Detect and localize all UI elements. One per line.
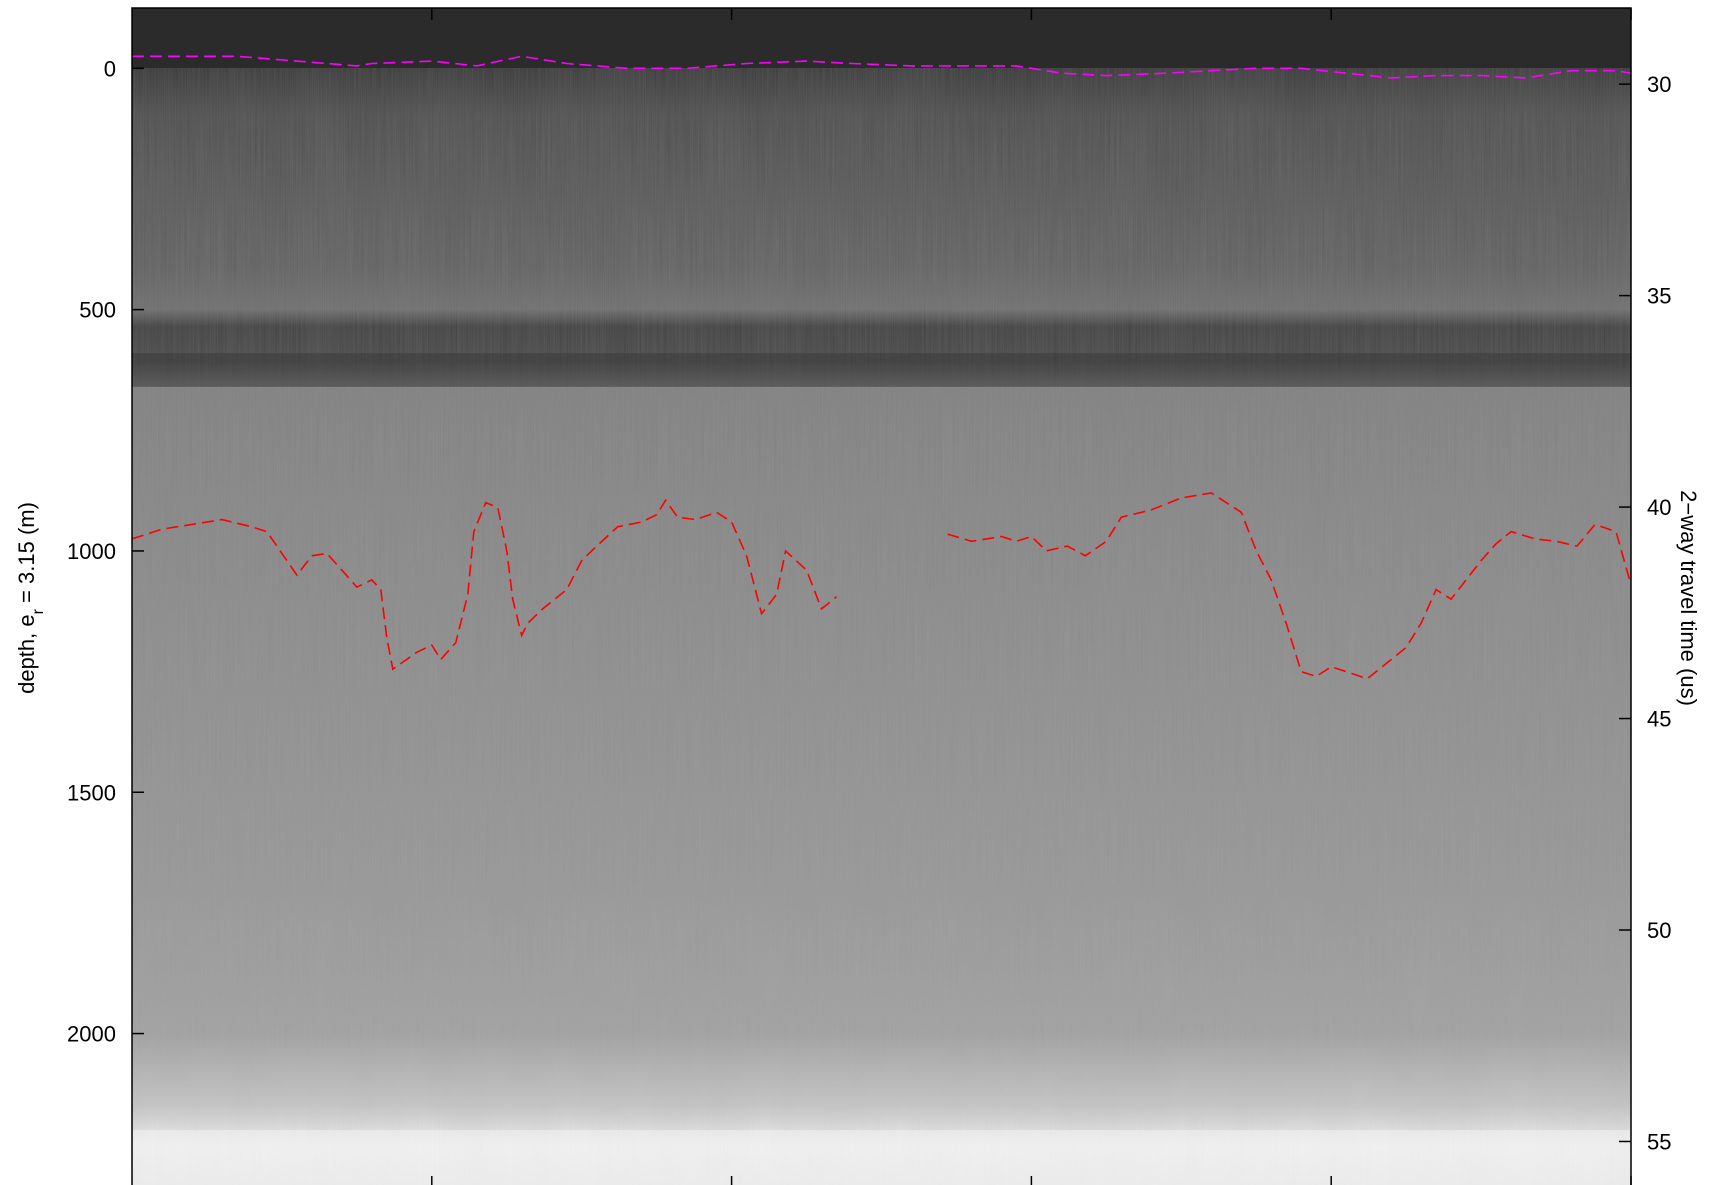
right-tick-label: 55 xyxy=(1647,1129,1671,1154)
left-tick-label: 500 xyxy=(79,298,116,323)
surface-reflection-zone xyxy=(132,8,1631,68)
right-axis-title: 2−way travel time (us) xyxy=(1676,490,1701,706)
left-axis-title-tail: = 3.15 (m) xyxy=(14,502,39,609)
right-tick-label: 40 xyxy=(1647,495,1671,520)
bright-floor-band xyxy=(132,1130,1631,1185)
axis-ticks: 0 500 1000 1500 2000 30 35 40 45 50 55 xyxy=(67,8,1671,1185)
surface-pick-line xyxy=(132,55,1631,79)
right-tick-label: 35 xyxy=(1647,284,1671,309)
left-tick-label: 1000 xyxy=(67,539,116,564)
dark-reflector-band xyxy=(132,353,1631,387)
radar-scatter-texture xyxy=(132,8,1631,1185)
radargram-image xyxy=(132,8,1631,1185)
left-axis-title-main: depth, e xyxy=(14,614,39,694)
right-tick-label: 30 xyxy=(1647,72,1671,97)
bed-pick-line-2 xyxy=(947,492,1631,680)
left-axis-title-subscript: r xyxy=(30,608,47,614)
left-axis-title: depth, er = 3.15 (m) xyxy=(14,502,47,694)
right-tick-label: 50 xyxy=(1647,918,1671,943)
left-tick-label: 1500 xyxy=(67,780,116,805)
right-tick-label: 45 xyxy=(1647,707,1671,732)
bed-pick-line-1 xyxy=(132,498,838,671)
left-tick-label: 0 xyxy=(104,56,116,81)
plot-frame xyxy=(131,7,1632,1185)
left-tick-label: 2000 xyxy=(67,1022,116,1047)
horizon-picks xyxy=(132,55,1631,680)
